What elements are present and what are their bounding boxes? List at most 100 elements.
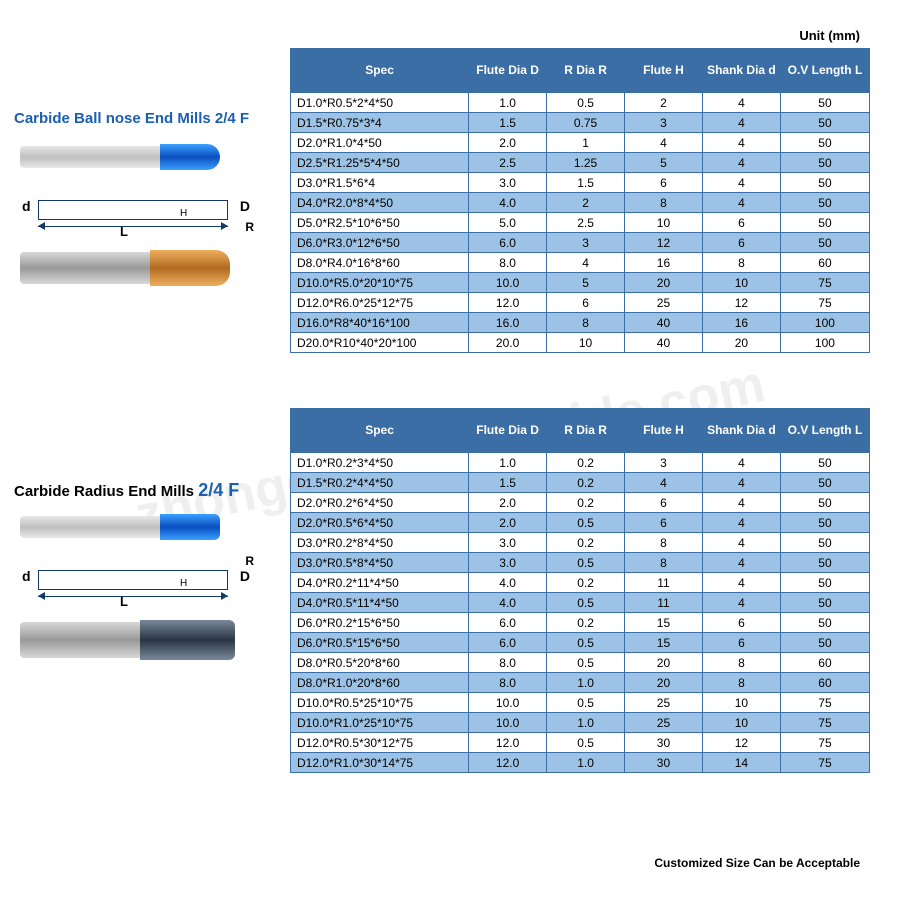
cell: 0.2 [547, 493, 625, 513]
cell: 100 [780, 313, 869, 333]
cell: 20.0 [469, 333, 547, 353]
col-header: Flute Dia D [469, 49, 547, 93]
cell: D5.0*R2.5*10*6*50 [291, 213, 469, 233]
cell: 40 [625, 333, 703, 353]
cell: D4.0*R0.5*11*4*50 [291, 593, 469, 613]
cell: 4 [625, 473, 703, 493]
table-radius: SpecFlute Dia DR Dia RFlute HShank Dia d… [290, 408, 870, 773]
cell: D6.0*R3.0*12*6*50 [291, 233, 469, 253]
label-H: H [180, 208, 187, 219]
label-L: L [120, 224, 128, 239]
cell: 2 [547, 193, 625, 213]
cell: 4 [702, 453, 780, 473]
cell: 0.2 [547, 453, 625, 473]
cell: 2.0 [469, 513, 547, 533]
label-R: R [245, 220, 254, 234]
cell: 50 [780, 213, 869, 233]
cell: 0.2 [547, 533, 625, 553]
cell: 1.25 [547, 153, 625, 173]
col-header: O.V Length L [780, 49, 869, 93]
label-R: R [245, 554, 254, 568]
label-D: D [240, 568, 250, 584]
cell: 4 [702, 93, 780, 113]
cell: 25 [625, 713, 703, 733]
cell: D3.0*R0.2*8*4*50 [291, 533, 469, 553]
cell: 6 [625, 493, 703, 513]
cell: 6 [625, 513, 703, 533]
cell: 16 [625, 253, 703, 273]
col-header: Shank Dia d [702, 49, 780, 93]
cell: 12.0 [469, 733, 547, 753]
cell: 0.5 [547, 513, 625, 533]
cell: 4.0 [469, 573, 547, 593]
cell: 75 [780, 733, 869, 753]
endmill-blue-2 [20, 510, 250, 544]
table-row: D2.0*R0.5*6*4*502.00.56450 [291, 513, 870, 533]
cell: 50 [780, 473, 869, 493]
cell: D2.5*R1.25*5*4*50 [291, 153, 469, 173]
cell: 10 [702, 693, 780, 713]
cell: 50 [780, 153, 869, 173]
cell: 20 [625, 653, 703, 673]
table-row: D6.0*R0.5*15*6*506.00.515650 [291, 633, 870, 653]
cell: 8 [625, 193, 703, 213]
cell: 11 [625, 573, 703, 593]
cell: 4 [702, 553, 780, 573]
dimension-diagram-2: d D R H L [20, 552, 250, 608]
table-row: D1.5*R0.75*3*41.50.753450 [291, 113, 870, 133]
table-row: D4.0*R0.5*11*4*504.00.511450 [291, 593, 870, 613]
cell: 10 [625, 213, 703, 233]
table-row: D10.0*R1.0*25*10*7510.01.0251075 [291, 713, 870, 733]
table-row: D16.0*R8*40*16*10016.084016100 [291, 313, 870, 333]
col-header: R Dia R [547, 409, 625, 453]
cell: 75 [780, 693, 869, 713]
cell: 10.0 [469, 273, 547, 293]
col-header: Flute Dia D [469, 409, 547, 453]
cell: D4.0*R2.0*8*4*50 [291, 193, 469, 213]
cell: D10.0*R0.5*25*10*75 [291, 693, 469, 713]
cell: 10 [702, 713, 780, 733]
cell: 4 [702, 113, 780, 133]
label-d: d [22, 568, 31, 584]
cell: 10 [547, 333, 625, 353]
cell: 4 [702, 133, 780, 153]
endmill-blue [20, 140, 250, 174]
section1-illustration: d D R H L [20, 140, 250, 298]
cell: D6.0*R0.5*15*6*50 [291, 633, 469, 653]
cell: 6.0 [469, 233, 547, 253]
cell: 4 [702, 193, 780, 213]
cell: 5 [547, 273, 625, 293]
table-header-row: SpecFlute Dia DR Dia RFlute HShank Dia d… [291, 49, 870, 93]
cell: 10.0 [469, 713, 547, 733]
cell: 25 [625, 293, 703, 313]
cell: 1.5 [469, 113, 547, 133]
table-row: D8.0*R4.0*16*8*608.0416860 [291, 253, 870, 273]
table-row: D3.0*R1.5*6*43.01.56450 [291, 173, 870, 193]
cell: 0.75 [547, 113, 625, 133]
table-row: D8.0*R1.0*20*8*608.01.020860 [291, 673, 870, 693]
cell: 50 [780, 513, 869, 533]
cell: D12.0*R1.0*30*14*75 [291, 753, 469, 773]
table-row: D2.0*R1.0*4*502.014450 [291, 133, 870, 153]
cell: 50 [780, 613, 869, 633]
cell: 1.0 [469, 93, 547, 113]
cell: 11 [625, 593, 703, 613]
cell: 0.2 [547, 573, 625, 593]
cell: D20.0*R10*40*20*100 [291, 333, 469, 353]
cell: 0.5 [547, 733, 625, 753]
table-row: D3.0*R0.2*8*4*503.00.28450 [291, 533, 870, 553]
cell: 8.0 [469, 653, 547, 673]
cell: 8.0 [469, 673, 547, 693]
table-row: D6.0*R3.0*12*6*506.0312650 [291, 233, 870, 253]
cell: D10.0*R1.0*25*10*75 [291, 713, 469, 733]
col-header: R Dia R [547, 49, 625, 93]
endmill-bronze [20, 246, 250, 290]
table-row: D4.0*R0.2*11*4*504.00.211450 [291, 573, 870, 593]
cell: 12 [702, 293, 780, 313]
cell: 4 [702, 493, 780, 513]
cell: 0.5 [547, 553, 625, 573]
cell: 0.5 [547, 593, 625, 613]
footer-note: Customized Size Can be Acceptable [654, 856, 860, 870]
cell: D3.0*R1.5*6*4 [291, 173, 469, 193]
cell: 2 [625, 93, 703, 113]
